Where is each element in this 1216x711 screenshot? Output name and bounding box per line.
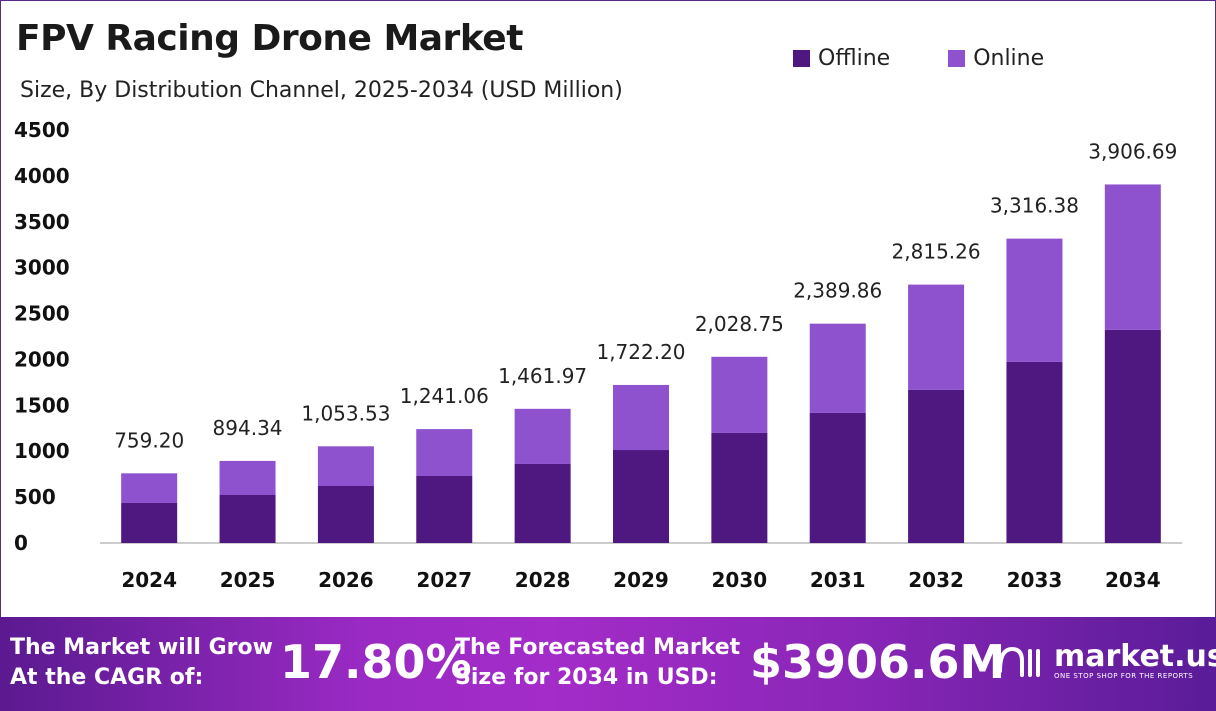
bar-online-2024 — [121, 473, 178, 503]
bar-offline-2026 — [317, 486, 374, 543]
x-tick-label: 2026 — [318, 568, 374, 592]
y-tick-label: 4500 — [14, 118, 70, 142]
logo-icon — [998, 646, 1040, 677]
bar-chart: 0 500 1000 1500 2000 2500 3000 3500 4000 4500 759.… — [14, 118, 1182, 592]
logo-tagline: ONE STOP SHOP FOR THE REPORTS — [1054, 672, 1194, 680]
legend-item-offline: Offline — [793, 46, 890, 71]
x-tick-label: 2029 — [613, 568, 669, 592]
y-tick-label: 3500 — [14, 210, 70, 234]
bar-offline-2027 — [416, 476, 473, 543]
legend-label-online: Online — [973, 46, 1045, 71]
bar-online-2025 — [219, 460, 276, 496]
data-label-total: 2,028.75 — [695, 312, 784, 336]
bar-offline-2030 — [711, 432, 768, 543]
bar-online-2027 — [416, 429, 473, 477]
bar-offline-2034 — [1104, 329, 1161, 543]
bar-online-2030 — [711, 356, 768, 433]
x-tick-label: 2027 — [416, 568, 472, 592]
bar-online-2033 — [1006, 238, 1063, 362]
cagr-label-line1: The Market will Grow — [10, 635, 273, 660]
data-label-total: 894.34 — [213, 416, 283, 440]
forecast-value: $3906.6M — [750, 635, 1006, 689]
x-tick-label: 2024 — [121, 568, 177, 592]
chart-title: FPV Racing Drone Market — [16, 18, 523, 59]
x-tick-label: 2031 — [810, 568, 866, 592]
legend-swatch-offline — [793, 50, 810, 67]
bar-offline-2029 — [613, 450, 669, 543]
x-tick-label: 2033 — [1007, 568, 1063, 592]
legend-item-online: Online — [948, 46, 1044, 71]
cagr-value: 17.80% — [280, 635, 472, 689]
bar-offline-2032 — [908, 389, 965, 543]
y-tick-label: 2000 — [14, 347, 70, 371]
bar-online-2031 — [809, 323, 866, 413]
x-tick-label: 2030 — [712, 568, 768, 592]
logo-name: market.us — [1054, 639, 1216, 674]
y-tick-label: 2500 — [14, 302, 70, 326]
bar-online-2026 — [317, 446, 374, 487]
y-tick-label: 1500 — [14, 393, 70, 417]
x-tick-label: 2025 — [220, 568, 276, 592]
y-tick-label: 0 — [14, 531, 28, 555]
y-tick-label: 4000 — [14, 164, 70, 188]
market-us-logo: market.us ONE STOP SHOP FOR THE REPORTS — [996, 641, 1216, 681]
y-tick-label: 500 — [14, 485, 56, 509]
x-tick-label: 2028 — [515, 568, 571, 592]
bar-offline-2033 — [1006, 361, 1063, 543]
cagr-label: The Market will Grow At the CAGR of: — [10, 633, 273, 693]
bar-offline-2025 — [219, 495, 276, 543]
data-label-total: 2,815.26 — [892, 240, 981, 264]
x-tick-label: 2034 — [1105, 568, 1161, 592]
bar-offline-2024 — [121, 502, 178, 543]
bar-online-2029 — [613, 384, 669, 451]
data-label-total: 759.20 — [114, 428, 184, 452]
forecast-label-line2: Size for 2034 in USD: — [455, 665, 718, 690]
bar-online-2032 — [908, 284, 965, 390]
y-tick-label: 1000 — [14, 439, 70, 463]
data-label-total: 2,389.86 — [793, 279, 882, 303]
legend-swatch-online — [948, 50, 966, 67]
data-label-total: 3,316.38 — [990, 194, 1079, 218]
bar-offline-2028 — [514, 463, 571, 543]
data-label-total: 1,461.97 — [498, 364, 587, 388]
footer-banner: The Market will Grow At the CAGR of: 17.… — [0, 617, 1216, 711]
data-label-total: 1,053.53 — [301, 401, 390, 425]
x-tick-label: 2032 — [908, 568, 964, 592]
data-label-total: 1,241.06 — [400, 384, 489, 408]
forecast-label-line1: The Forecasted Market — [455, 635, 741, 660]
bar-online-2034 — [1104, 184, 1161, 330]
legend-label-offline: Offline — [818, 46, 891, 71]
data-label-total: 1,722.20 — [596, 340, 685, 364]
bar-online-2028 — [514, 408, 571, 464]
legend: Offline Online — [793, 46, 1044, 71]
data-label-total: 3,906.69 — [1088, 139, 1177, 163]
cagr-label-line2: At the CAGR of: — [10, 665, 204, 690]
forecast-label: The Forecasted Market Size for 2034 in U… — [455, 633, 740, 693]
chart-subtitle: Size, By Distribution Channel, 2025-2034… — [20, 78, 623, 103]
bar-offline-2031 — [809, 412, 866, 543]
y-tick-label: 3000 — [14, 256, 70, 280]
